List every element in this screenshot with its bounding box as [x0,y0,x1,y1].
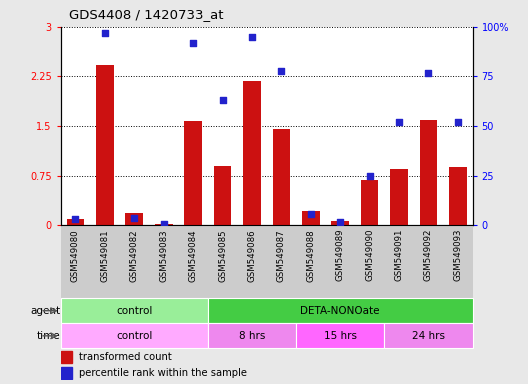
Point [71,216,80,222]
Point [159,221,168,227]
Bar [296,323,384,348]
Bar [208,323,296,348]
Bar [208,298,473,323]
Text: GSM549088: GSM549088 [306,229,315,281]
Bar [61,351,72,363]
Bar [61,366,72,379]
Bar [96,65,114,225]
Bar [184,121,202,225]
Text: 24 hrs: 24 hrs [412,331,445,341]
Bar [361,180,379,225]
Text: 15 hrs: 15 hrs [324,331,357,341]
Text: GDS4408 / 1420733_at: GDS4408 / 1420733_at [69,8,223,21]
Text: GSM549093: GSM549093 [454,229,463,281]
Point [454,119,462,125]
Text: agent: agent [31,306,61,316]
Text: GSM549086: GSM549086 [248,229,257,281]
Bar [61,298,208,323]
Point [336,219,344,225]
Text: DETA-NONOate: DETA-NONOate [300,306,380,316]
Bar [332,222,349,225]
Bar [61,323,208,348]
Text: transformed count: transformed count [79,352,172,362]
Text: GSM549082: GSM549082 [130,229,139,281]
Point [307,211,315,217]
Point [189,40,197,46]
Text: GSM549080: GSM549080 [71,229,80,281]
Text: GSM549090: GSM549090 [365,229,374,281]
Point [424,70,432,76]
Text: control: control [116,306,153,316]
Text: GSM549089: GSM549089 [336,229,345,281]
Bar [126,214,143,225]
Bar [214,166,231,225]
Bar [155,224,173,225]
Text: GSM549084: GSM549084 [188,229,197,281]
Text: GSM549085: GSM549085 [218,229,227,281]
Point [248,34,256,40]
Bar [67,219,84,225]
Point [395,119,403,125]
Text: time: time [37,331,61,341]
Bar [243,81,261,225]
Text: percentile rank within the sample: percentile rank within the sample [79,367,247,377]
Point [365,173,374,179]
Point [101,30,109,36]
Text: GSM549092: GSM549092 [424,229,433,281]
Point [218,97,227,103]
Bar [272,129,290,225]
Bar [420,119,437,225]
Text: GSM549091: GSM549091 [394,229,403,281]
Bar [390,169,408,225]
Text: GSM549083: GSM549083 [159,229,168,281]
Text: GSM549081: GSM549081 [100,229,109,281]
Bar [302,211,319,225]
Text: GSM549087: GSM549087 [277,229,286,281]
Point [277,68,286,74]
Bar [449,167,467,225]
Text: control: control [116,331,153,341]
Bar [384,323,473,348]
Text: 8 hrs: 8 hrs [239,331,265,341]
Point [130,215,138,222]
